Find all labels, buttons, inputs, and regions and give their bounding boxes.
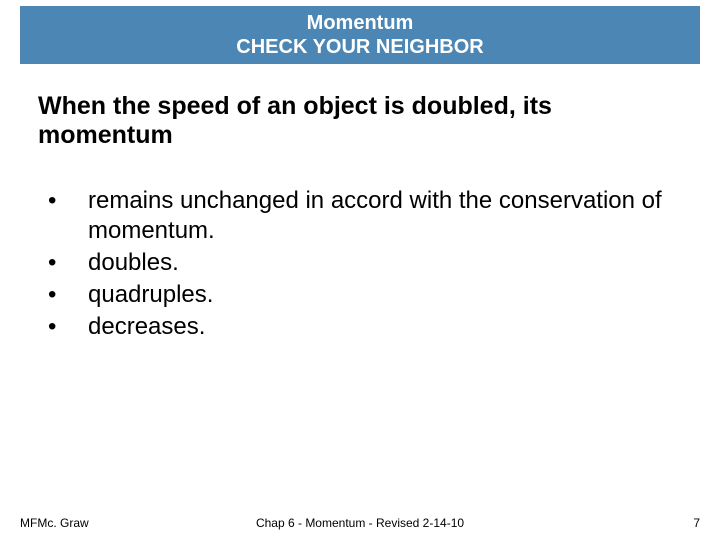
bullet-icon: • (38, 312, 88, 342)
list-item: • decreases. (38, 312, 682, 342)
header-title-line2: CHECK YOUR NEIGHBOR (236, 35, 483, 59)
header-band: Momentum CHECK YOUR NEIGHBOR (20, 6, 700, 64)
list-item: • remains unchanged in accord with the c… (38, 186, 682, 246)
slide: Momentum CHECK YOUR NEIGHBOR When the sp… (0, 0, 720, 540)
list-item: • doubles. (38, 248, 682, 278)
option-text: decreases. (88, 312, 682, 342)
footer-center: Chap 6 - Momentum - Revised 2-14-10 (0, 516, 720, 530)
option-text: doubles. (88, 248, 682, 278)
header-title-line1: Momentum (307, 11, 414, 35)
bullet-icon: • (38, 186, 88, 216)
bullet-icon: • (38, 280, 88, 310)
list-item: • quadruples. (38, 280, 682, 310)
options-list: • remains unchanged in accord with the c… (38, 186, 682, 344)
option-text: remains unchanged in accord with the con… (88, 186, 682, 246)
option-text: quadruples. (88, 280, 682, 310)
footer-right: 7 (693, 516, 700, 530)
bullet-icon: • (38, 248, 88, 278)
question-text: When the speed of an object is doubled, … (38, 92, 682, 150)
